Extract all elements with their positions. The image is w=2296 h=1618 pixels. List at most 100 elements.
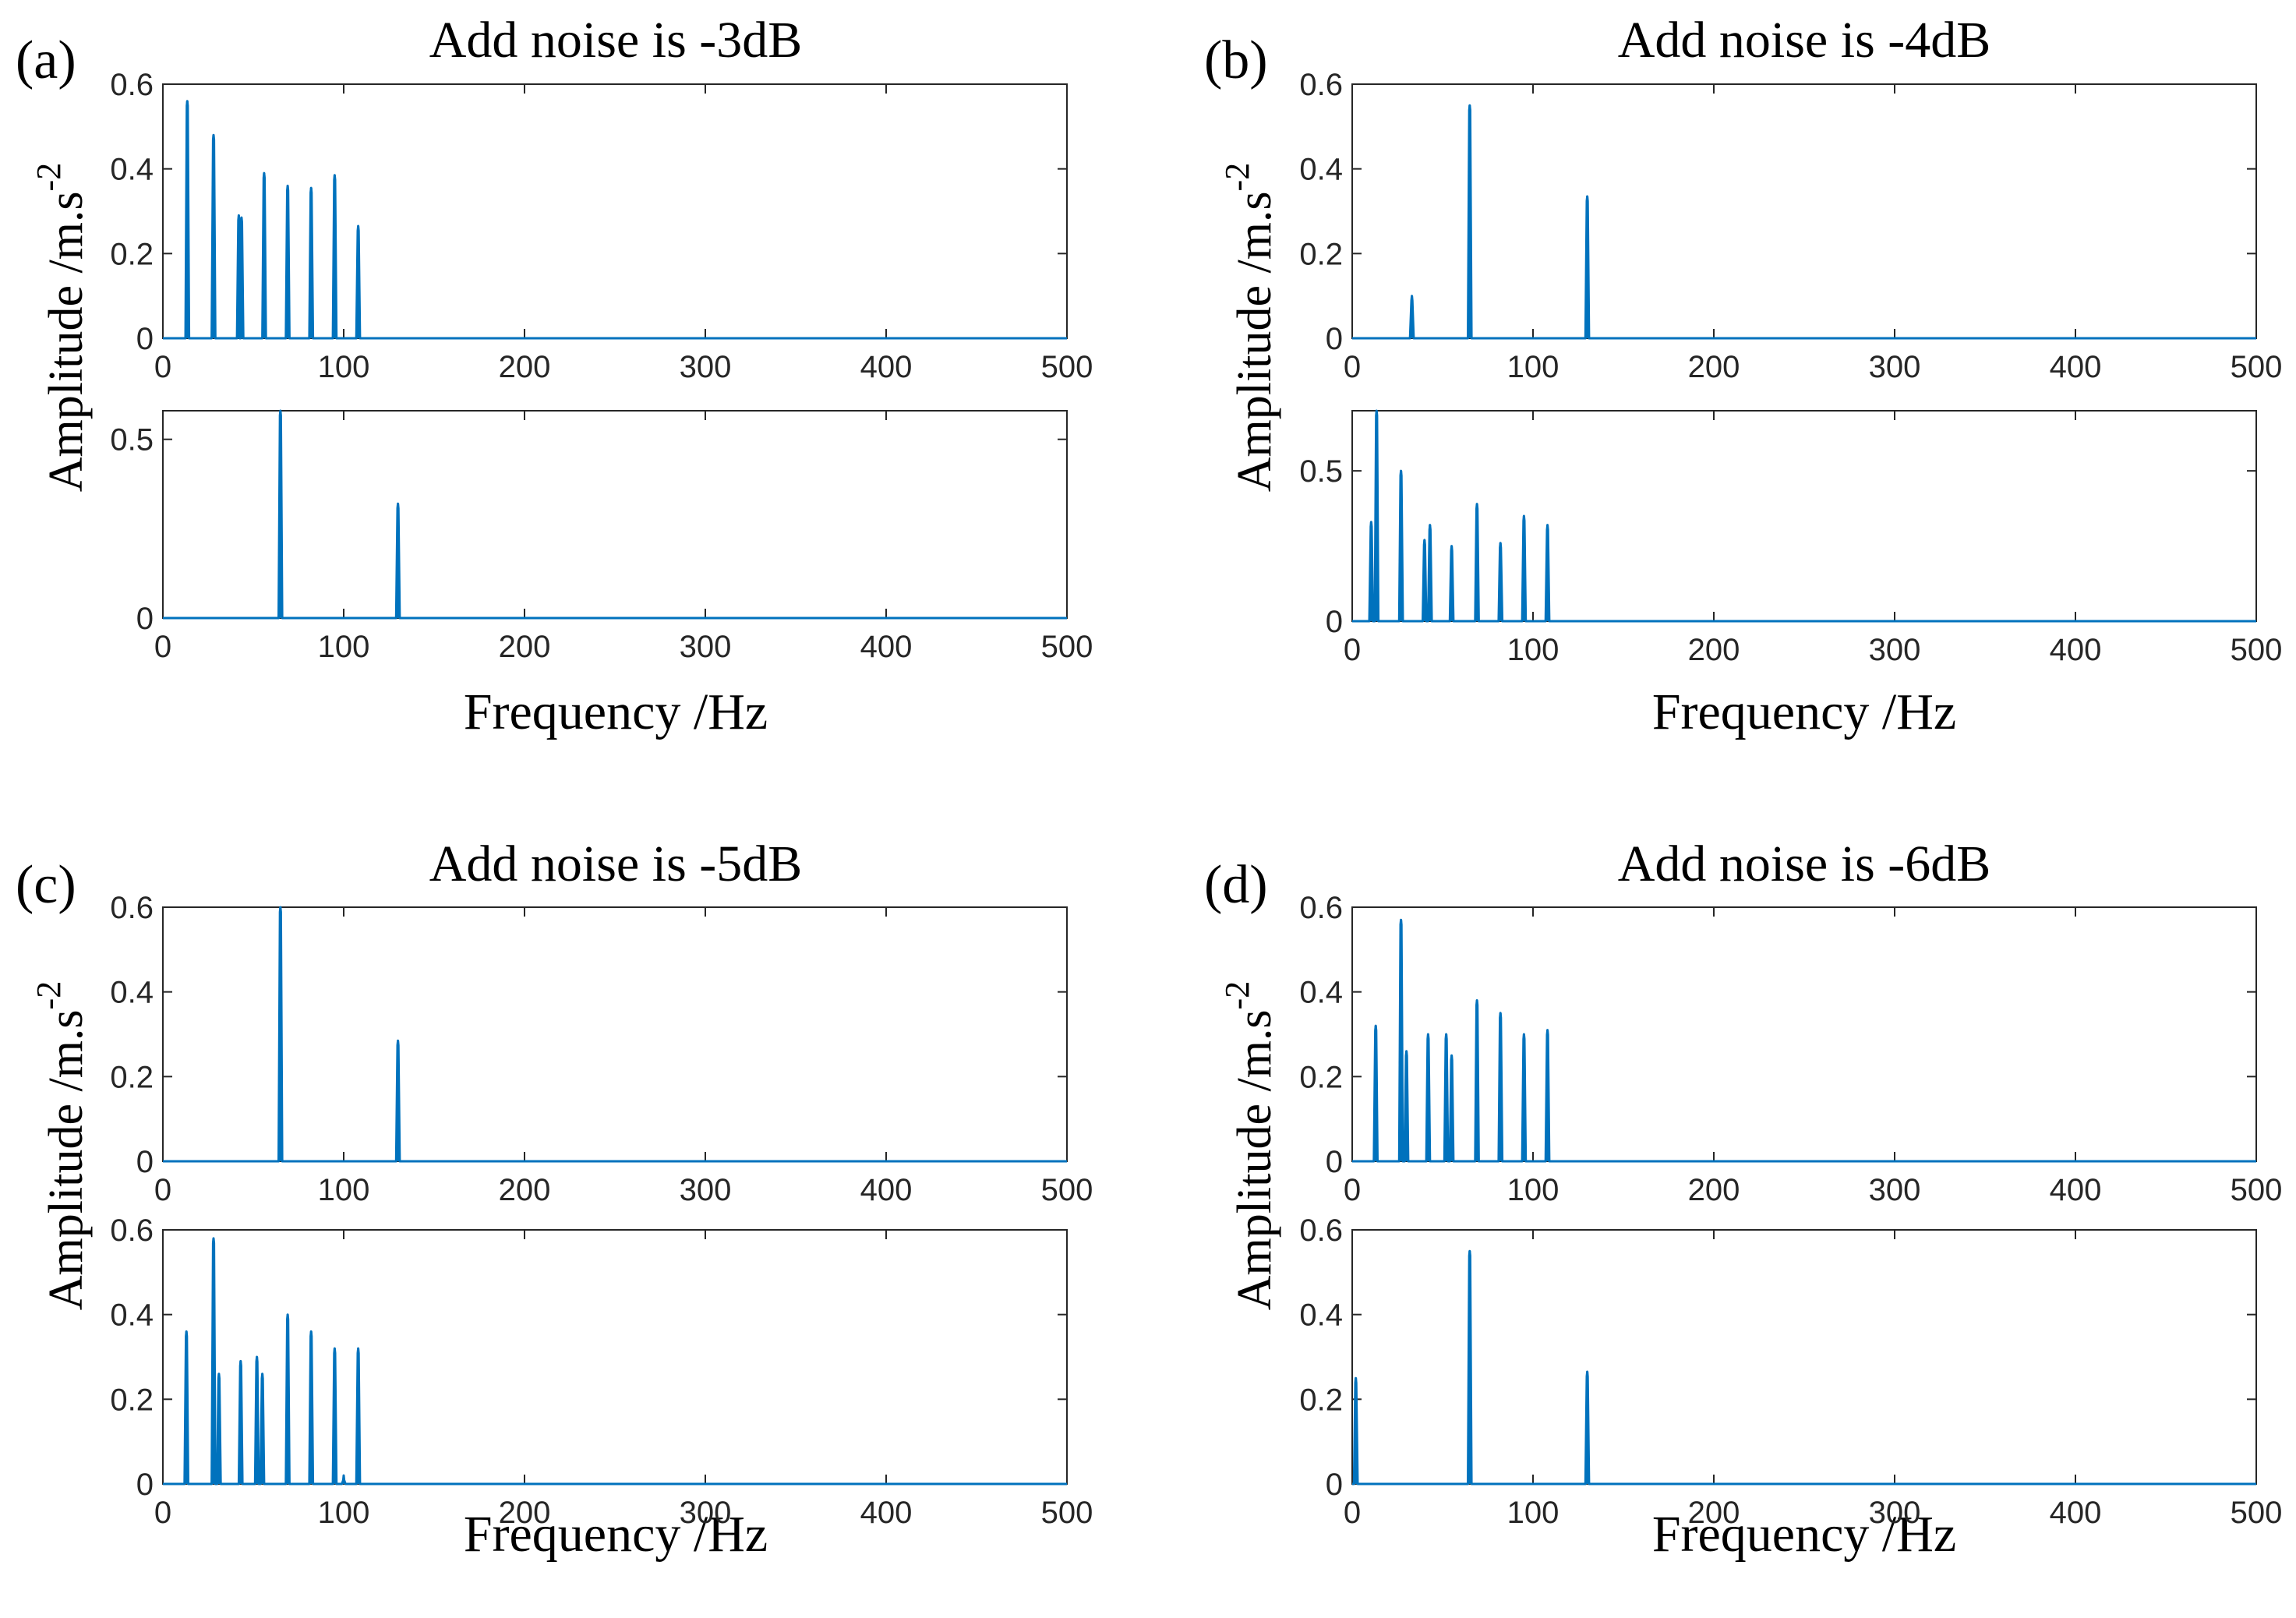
x-axis-label: Frequency /Hz <box>464 1506 768 1563</box>
x-tick-label: 0 <box>154 350 171 384</box>
y-tick-label: 0.2 <box>1299 237 1343 271</box>
x-tick-label: 300 <box>1869 1173 1921 1207</box>
y-tick-label: 0.4 <box>1299 1298 1343 1333</box>
y-tick-label: 0.4 <box>1299 153 1343 187</box>
axes-frame <box>1351 83 2257 339</box>
y-axis-label-text: Amplitude /m.s <box>40 191 93 492</box>
x-axis-label: Frequency /Hz <box>1652 1506 1956 1563</box>
x-tick-label: 500 <box>1041 350 1093 384</box>
panel-label: (b) <box>1204 30 1268 90</box>
x-tick-label: 100 <box>318 1173 370 1207</box>
x-tick-label: 200 <box>1688 1173 1740 1207</box>
y-tick-label: 0 <box>1326 1145 1343 1179</box>
subplot-8: 0 100 200 300 400 500 0 0.2 0.4 0.6 <box>1299 1214 2282 1530</box>
panel-group: (a) Add noise is -3dB Amplitude /m.s-2 Freq… <box>16 12 802 740</box>
x-tick-label: 500 <box>1041 1173 1093 1207</box>
x-tick-label: 200 <box>499 1173 551 1207</box>
x-tick-label: 0 <box>154 630 171 664</box>
y-axis-label: Amplitude /m.s-2 <box>1218 163 1281 492</box>
x-tick-label: 0 <box>1344 1496 1361 1530</box>
subplot-3: 0 100 200 300 400 500 0 0.2 0.4 0.6 <box>1299 68 2282 384</box>
y-tick-label: 0.2 <box>110 1383 154 1417</box>
x-tick-label: 300 <box>680 350 732 384</box>
x-tick-label: 400 <box>2050 1173 2102 1207</box>
x-tick-label: 500 <box>1041 630 1093 664</box>
subplot-2: 0 100 200 300 400 500 0 0.5 <box>110 409 1093 664</box>
y-tick-label: 0 <box>1326 322 1343 356</box>
y-axis-label-text: Amplitude /m.s <box>1228 191 1281 492</box>
x-tick-label: 200 <box>499 630 551 664</box>
x-tick-label: 200 <box>1688 350 1740 384</box>
x-tick-label: 100 <box>1507 633 1560 667</box>
x-tick-label: 500 <box>2231 1496 2283 1530</box>
x-tick-label: 100 <box>318 1496 370 1530</box>
x-tick-label: 400 <box>2050 350 2102 384</box>
y-tick-label: 0.4 <box>1299 976 1343 1010</box>
y-axis-label-superscript: -2 <box>1218 981 1256 1010</box>
subplot-1: 0 100 200 300 400 500 0 0.2 0.4 0.6 <box>110 68 1093 384</box>
x-tick-label: 300 <box>1869 350 1921 384</box>
x-tick-label: 300 <box>680 1496 732 1530</box>
panel-title: Add noise is -4dB <box>1618 12 1991 69</box>
y-axis-label-text: Amplitude /m.s <box>40 1009 93 1310</box>
y-axis-label-superscript: -2 <box>30 163 68 192</box>
x-tick-label: 0 <box>154 1496 171 1530</box>
x-tick-label: 500 <box>2231 633 2283 667</box>
axes-frame <box>1351 906 2257 1162</box>
x-tick-label: 200 <box>1688 1496 1740 1530</box>
y-tick-label: 0 <box>1326 605 1343 639</box>
y-tick-label: 0.6 <box>110 68 154 102</box>
panel-group: (b) Add noise is -4dB Amplitude /m.s-2 Freq… <box>1204 12 1990 740</box>
y-axis-label: Amplitude /m.s-2 <box>1218 981 1281 1310</box>
y-tick-label: 0.6 <box>1299 891 1343 925</box>
x-tick-label: 100 <box>1507 1496 1560 1530</box>
panel-label: (d) <box>1204 855 1268 915</box>
x-axis-label: Frequency /Hz <box>464 684 768 740</box>
x-tick-label: 400 <box>860 1173 913 1207</box>
x-tick-label: 0 <box>1344 633 1361 667</box>
y-tick-label: 0 <box>136 1468 154 1502</box>
axes-frame <box>1351 1229 2257 1485</box>
y-tick-label: 0.5 <box>1299 454 1343 489</box>
y-axis-label-text: Amplitude /m.s <box>1228 1009 1281 1310</box>
x-tick-label: 200 <box>1688 633 1740 667</box>
panel-label: (c) <box>16 855 76 915</box>
subplot-4: 0 100 200 300 400 500 0 0.5 <box>1299 409 2283 667</box>
x-tick-label: 300 <box>680 630 732 664</box>
y-tick-label: 0.5 <box>110 423 154 457</box>
y-axis-label: Amplitude /m.s-2 <box>30 981 93 1310</box>
x-tick-label: 100 <box>1507 1173 1560 1207</box>
panel-title: Add noise is -3dB <box>429 12 803 69</box>
axes-frame <box>162 1229 1068 1485</box>
y-tick-label: 0.4 <box>110 153 154 187</box>
axes-frame <box>162 906 1068 1162</box>
x-tick-label: 200 <box>499 1496 551 1530</box>
y-tick-label: 0.4 <box>110 1298 154 1333</box>
x-tick-label: 400 <box>2050 1496 2102 1530</box>
y-axis-label-superscript: -2 <box>30 981 68 1010</box>
x-tick-label: 500 <box>2231 350 2283 384</box>
x-tick-label: 400 <box>860 630 913 664</box>
y-tick-label: 0.6 <box>110 891 154 925</box>
panel-title: Add noise is -5dB <box>429 835 803 892</box>
subplot-6: 0 100 200 300 400 500 0 0.2 0.4 0.6 <box>110 1214 1093 1530</box>
y-tick-label: 0 <box>1326 1468 1343 1502</box>
y-tick-label: 0.2 <box>1299 1383 1343 1417</box>
x-tick-label: 0 <box>1344 1173 1361 1207</box>
axes-frame <box>162 410 1068 619</box>
panel-group: (d) Add noise is -6dB Amplitude /m.s-2 Freq… <box>1204 835 1990 1563</box>
subplot-7: 0 100 200 300 400 500 0 0.2 0.4 0.6 <box>1299 891 2282 1207</box>
y-tick-label: 0.6 <box>110 1214 154 1248</box>
y-tick-label: 0.2 <box>110 1060 154 1094</box>
x-tick-label: 200 <box>499 350 551 384</box>
panel-group: (c) Add noise is -5dB Amplitude /m.s-2 Freq… <box>16 835 802 1563</box>
x-tick-label: 400 <box>860 350 913 384</box>
y-tick-label: 0.4 <box>110 976 154 1010</box>
axes-layer: 0 100 200 300 400 500 0 0.2 0.4 0.6 0 100 200 300 400 5… <box>110 68 2282 1530</box>
y-tick-label: 0 <box>136 602 154 636</box>
y-axis-label-superscript: -2 <box>1218 163 1256 192</box>
axes-frame <box>1351 410 2257 622</box>
x-tick-label: 300 <box>680 1173 732 1207</box>
